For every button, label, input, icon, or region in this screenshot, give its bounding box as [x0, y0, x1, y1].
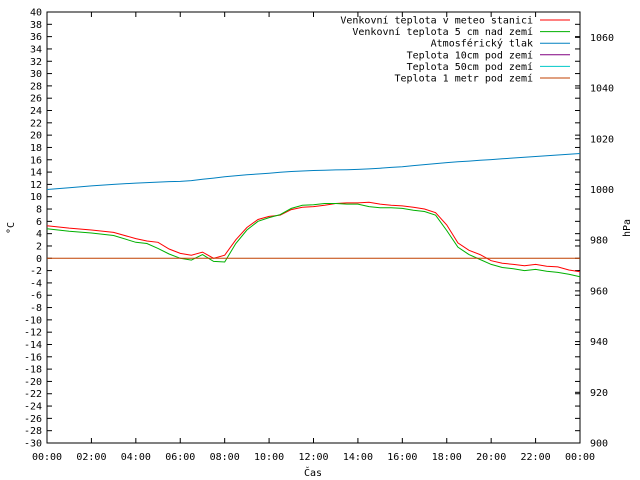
legend-label: Teplota 50cm pod zemí — [407, 61, 533, 73]
series-line-2 — [46, 203, 581, 278]
y-tick-label: 16 — [30, 155, 42, 166]
y-tick-label: 12 — [30, 180, 42, 191]
x-tick-label: 08:00 — [210, 452, 240, 463]
series-line-3 — [46, 153, 581, 190]
x-tick-label: 20:00 — [476, 452, 506, 463]
y-tick-label: -30 — [24, 439, 42, 450]
series-line-1 — [46, 201, 581, 273]
y-tick-label: -10 — [24, 315, 42, 326]
y2-tick-label: 900 — [590, 439, 608, 450]
y-tick-label: 4 — [36, 229, 42, 240]
y-tick-label: -28 — [24, 426, 42, 437]
ticks: -30-28-26-24-22-20-18-16-14-12-10-8-6-4-… — [24, 8, 614, 464]
y-tick-label: 14 — [30, 168, 42, 179]
y-tick-label: -2 — [30, 266, 42, 277]
y2-tick-label: 940 — [590, 337, 608, 348]
y-tick-label: 6 — [36, 217, 42, 228]
y-tick-label: -8 — [30, 303, 42, 314]
y-tick-label: 36 — [30, 32, 42, 43]
y-tick-label: 20 — [30, 131, 42, 142]
x-tick-label: 00:00 — [32, 452, 62, 463]
y-tick-label: 30 — [30, 69, 42, 80]
y-tick-label: 38 — [30, 20, 42, 31]
y-tick-label: 22 — [30, 118, 42, 129]
legend-label: Venkovní teplota v meteo stanici — [340, 15, 533, 27]
x-tick-label: 06:00 — [165, 452, 195, 463]
y-tick-label: -4 — [30, 278, 42, 289]
y-tick-label: 28 — [30, 81, 42, 92]
y2-tick-label: 1040 — [590, 84, 614, 95]
legend-label: Venkovní teplota 5 cm nad zemí — [352, 26, 533, 38]
y2-axis-label: hPa — [622, 219, 633, 237]
x-tick-label: 10:00 — [254, 452, 284, 463]
x-tick-label: 00:00 — [565, 452, 595, 463]
y2-tick-label: 1020 — [590, 134, 614, 145]
y-tick-label: -18 — [24, 365, 42, 376]
y-tick-label: -26 — [24, 414, 42, 425]
x-tick-label: 22:00 — [521, 452, 551, 463]
y2-tick-label: 1000 — [590, 185, 614, 196]
y-tick-label: 34 — [30, 44, 42, 55]
x-tick-label: 12:00 — [298, 452, 328, 463]
y2-tick-label: 920 — [590, 388, 608, 399]
x-tick-label: 18:00 — [432, 452, 462, 463]
y-tick-label: 26 — [30, 94, 42, 105]
series-lines — [46, 153, 581, 278]
y-tick-label: -16 — [24, 352, 42, 363]
y-tick-label: -12 — [24, 328, 42, 339]
y-tick-label: 18 — [30, 143, 42, 154]
y-tick-label: 0 — [36, 254, 42, 265]
y-tick-label: 10 — [30, 192, 42, 203]
y-tick-label: 32 — [30, 57, 42, 68]
x-axis-label: Čas — [304, 466, 322, 479]
y2-tick-label: 1060 — [590, 33, 614, 44]
x-tick-label: 14:00 — [343, 452, 373, 463]
legend-label: Atmosférický tlak — [431, 38, 533, 50]
y-tick-label: -20 — [24, 377, 42, 388]
x-tick-label: 02:00 — [76, 452, 106, 463]
x-tick-label: 16:00 — [387, 452, 417, 463]
y2-tick-label: 980 — [590, 236, 608, 247]
y-tick-label: -6 — [30, 291, 42, 302]
y-tick-label: 8 — [36, 205, 42, 216]
y-tick-label: -24 — [24, 402, 42, 413]
y-tick-label: 24 — [30, 106, 42, 117]
legend-label: Teplota 10cm pod zemí — [407, 49, 533, 61]
y-tick-label: -22 — [24, 389, 42, 400]
legend-label: Teplota 1 metr pod zemí — [395, 73, 533, 85]
x-tick-label: 04:00 — [121, 452, 151, 463]
y-axis-label: °C — [6, 222, 17, 234]
y-tick-label: 40 — [30, 8, 42, 19]
legend: Venkovní teplota v meteo staniciVenkovní… — [340, 15, 570, 85]
y2-tick-label: 960 — [590, 286, 608, 297]
y-tick-label: -14 — [24, 340, 42, 351]
y-tick-label: 2 — [36, 241, 42, 252]
